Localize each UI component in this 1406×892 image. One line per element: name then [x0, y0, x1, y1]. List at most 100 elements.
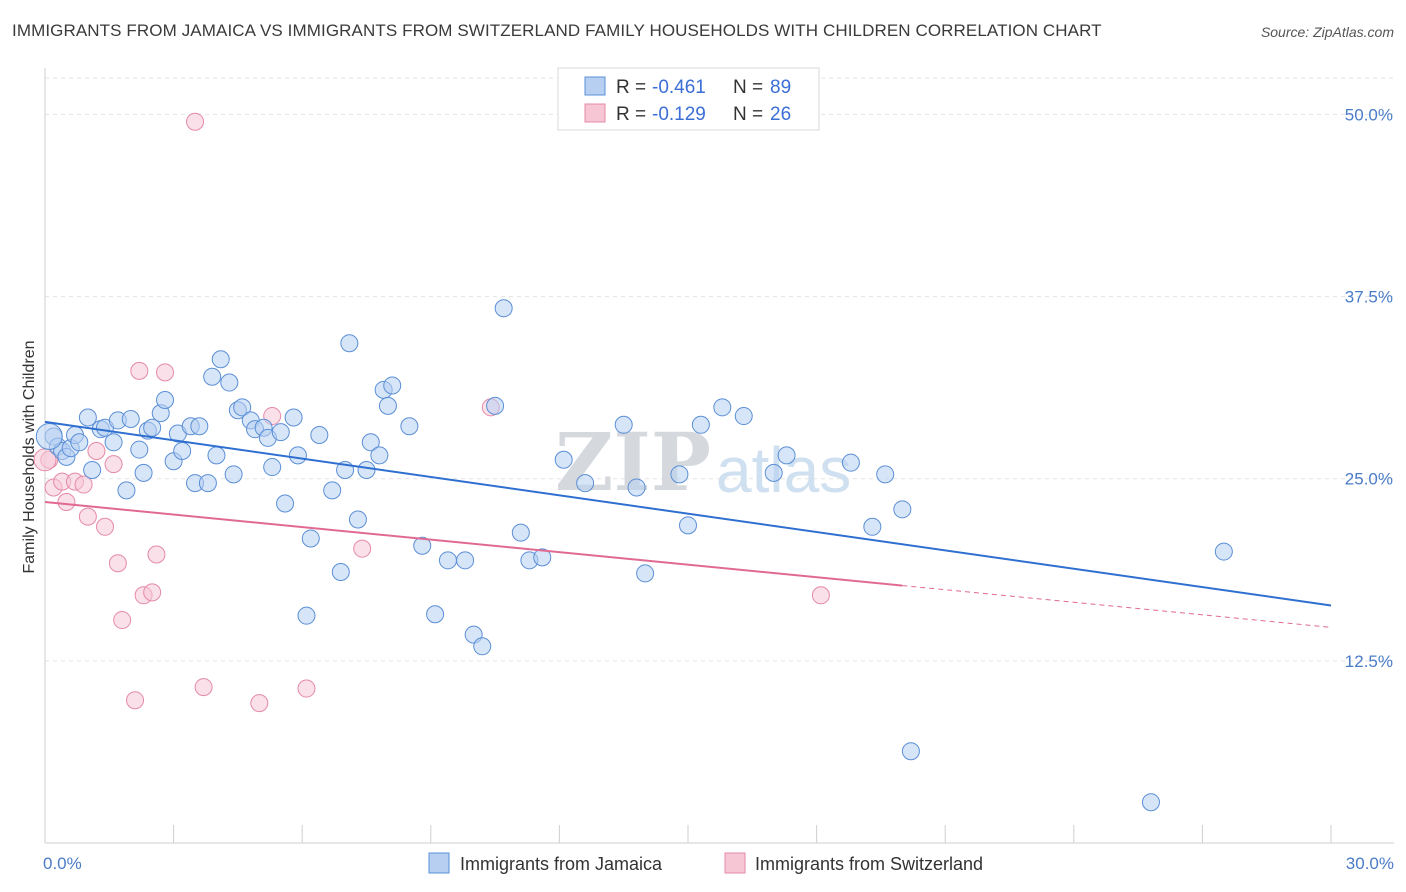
- data-point-jamaica: [203, 367, 222, 386]
- data-point-switzerland: [87, 442, 106, 461]
- data-point-jamaica: [378, 396, 397, 415]
- data-point-jamaica: [691, 415, 710, 434]
- data-point-jamaica: [486, 396, 505, 415]
- data-point-jamaica: [670, 465, 689, 484]
- data-point-switzerland: [78, 507, 97, 526]
- data-point-jamaica: [764, 463, 783, 482]
- legend-top-switzerland-r-value: -0.129: [652, 104, 706, 125]
- data-point-jamaica: [361, 433, 380, 452]
- series-jamaica-points: [35, 299, 1233, 812]
- data-point-jamaica: [576, 474, 595, 493]
- legend-top-switzerland-r-label: R =: [616, 104, 646, 125]
- y-tick-label: 12.5%: [1345, 652, 1393, 671]
- data-point-jamaica: [331, 562, 350, 581]
- legend-top-jamaica-r-label: R =: [616, 77, 646, 98]
- data-point-jamaica: [190, 417, 209, 436]
- data-point-switzerland: [353, 539, 372, 558]
- data-point-jamaica: [340, 334, 359, 353]
- data-point-jamaica: [284, 408, 303, 427]
- trend-line-jamaica: [44, 420, 1332, 607]
- x-tick-marks: [44, 825, 1332, 843]
- source-label: Source: ZipAtlas.com: [1260, 24, 1394, 40]
- data-point-jamaica: [456, 551, 475, 570]
- data-point-switzerland: [811, 586, 830, 605]
- data-point-jamaica: [104, 433, 123, 452]
- data-point-switzerland: [57, 493, 76, 512]
- data-point-jamaica: [413, 536, 432, 555]
- data-point-jamaica: [1141, 793, 1160, 812]
- data-point-jamaica: [370, 446, 389, 465]
- data-point-jamaica: [288, 446, 307, 465]
- data-point-jamaica: [263, 458, 282, 477]
- data-point-jamaica: [78, 408, 97, 427]
- data-point-jamaica: [627, 478, 646, 497]
- trend-lines: [44, 420, 1332, 628]
- data-point-switzerland: [108, 554, 127, 573]
- legend-top-jamaica-swatch: [584, 76, 606, 96]
- legend-top-jamaica-n-label: N =: [733, 77, 763, 98]
- data-point-jamaica: [173, 442, 192, 461]
- legend-top: R = -0.461 N = 89 R = -0.129 N = 26: [557, 67, 820, 131]
- data-point-jamaica: [357, 460, 376, 479]
- chart-title: IMMIGRANTS FROM JAMAICA VS IMMIGRANTS FR…: [12, 21, 1102, 40]
- data-point-jamaica: [863, 517, 882, 536]
- data-point-jamaica: [901, 742, 920, 761]
- data-point-jamaica: [220, 373, 239, 392]
- legend-top-jamaica-n-value: 89: [770, 77, 791, 98]
- watermark-atlas: atlas: [716, 434, 851, 506]
- data-point-switzerland: [96, 517, 115, 536]
- data-point-jamaica: [211, 350, 230, 369]
- data-point-jamaica: [143, 418, 162, 437]
- y-tick-label: 37.5%: [1345, 288, 1393, 307]
- data-point-jamaica: [614, 415, 633, 434]
- data-point-switzerland: [113, 611, 132, 630]
- data-point-switzerland: [130, 361, 149, 380]
- y-tick-label: 50.0%: [1345, 105, 1393, 124]
- data-point-jamaica: [323, 481, 342, 500]
- trend-line-switzerland-extrapolated: [902, 585, 1332, 628]
- y-tick-labels: 12.5% 25.0% 37.5% 50.0%: [1345, 105, 1393, 670]
- data-point-jamaica: [233, 398, 252, 417]
- data-point-switzerland: [126, 691, 145, 710]
- data-point-jamaica: [893, 500, 912, 519]
- data-point-jamaica: [400, 417, 419, 436]
- legend-top-jamaica-r-value: -0.461: [652, 77, 706, 98]
- data-point-jamaica: [134, 463, 153, 482]
- legend-bottom-switzerland-label: Immigrants from Switzerland: [755, 854, 983, 874]
- data-point-jamaica: [494, 299, 513, 318]
- data-point-jamaica: [70, 433, 89, 452]
- data-point-jamaica: [876, 465, 895, 484]
- x-tick-label-max: 30.0%: [1346, 854, 1394, 873]
- legend-top-switzerland-n-label: N =: [733, 104, 763, 125]
- data-point-switzerland: [194, 678, 213, 697]
- legend-bottom: Immigrants from Jamaica Immigrants from …: [428, 852, 983, 874]
- data-point-jamaica: [121, 409, 140, 428]
- y-axis-label: Family Households with Children: [21, 341, 38, 574]
- data-point-jamaica: [130, 440, 149, 459]
- data-point-jamaica: [636, 564, 655, 583]
- legend-bottom-switzerland-swatch: [724, 852, 746, 874]
- data-point-jamaica: [271, 423, 290, 442]
- data-point-jamaica: [117, 481, 136, 500]
- legend-top-switzerland-swatch: [584, 103, 606, 123]
- data-point-jamaica: [276, 494, 295, 513]
- data-point-jamaica: [348, 510, 367, 529]
- data-point-jamaica: [35, 422, 63, 450]
- data-point-switzerland: [147, 545, 166, 564]
- data-point-jamaica: [841, 453, 860, 472]
- data-point-jamaica: [473, 637, 492, 656]
- data-point-switzerland: [297, 679, 316, 698]
- data-point-jamaica: [777, 446, 796, 465]
- data-point-switzerland: [143, 583, 162, 602]
- data-point-jamaica: [297, 606, 316, 625]
- data-point-switzerland: [104, 455, 123, 474]
- data-point-jamaica: [156, 391, 175, 410]
- data-point-jamaica: [198, 474, 217, 493]
- data-point-switzerland: [156, 363, 175, 382]
- data-point-jamaica: [207, 446, 226, 465]
- trend-line-switzerland: [44, 501, 903, 587]
- data-point-switzerland: [74, 475, 93, 494]
- gridlines: [45, 77, 1394, 662]
- series-switzerland-points: [33, 112, 830, 713]
